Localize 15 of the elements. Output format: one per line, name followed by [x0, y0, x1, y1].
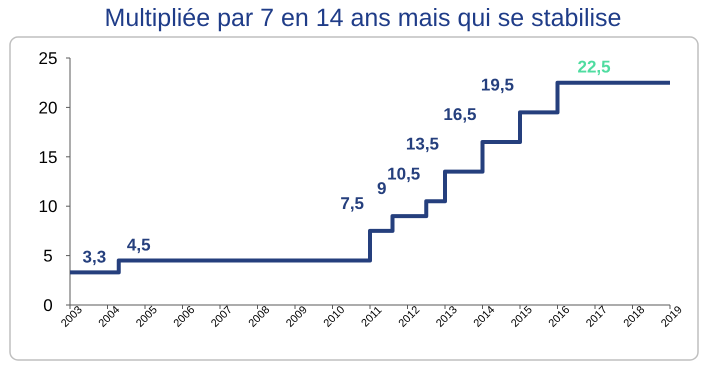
data-label: 10,5 — [387, 164, 420, 184]
y-tick-label: 20 — [38, 98, 58, 118]
data-label: 19,5 — [480, 75, 514, 94]
data-label: 3,3 — [82, 247, 106, 266]
data-label: 22,5 — [578, 58, 611, 77]
y-tick-label: 0 — [43, 296, 53, 315]
y-tick-label: 25 — [38, 49, 58, 68]
y-tick-label: 15 — [38, 148, 58, 167]
data-label: 16,5 — [443, 104, 476, 124]
y-tick-label: 10 — [38, 197, 58, 216]
data-label: 13,5 — [406, 134, 439, 154]
y-tick-label: 5 — [43, 246, 53, 266]
data-label: 7,5 — [340, 194, 364, 213]
data-label: 4,5 — [126, 236, 151, 255]
data-label: 9 — [377, 179, 386, 198]
